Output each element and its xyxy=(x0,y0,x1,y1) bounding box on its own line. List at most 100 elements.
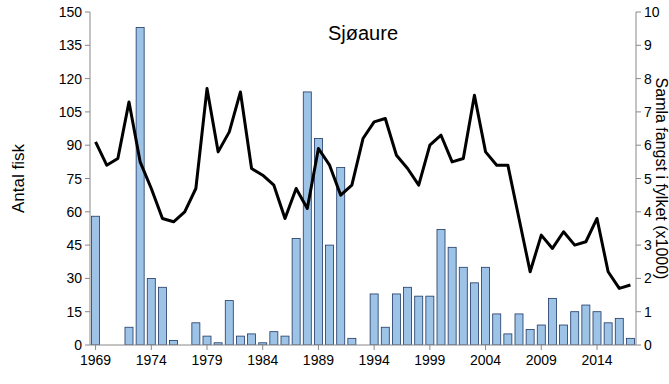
bar xyxy=(370,294,378,345)
bar xyxy=(303,92,311,345)
bar xyxy=(515,314,523,345)
line xyxy=(96,89,631,289)
x-tick-label: 1994 xyxy=(359,352,390,368)
y2-tick-label: 2 xyxy=(644,270,652,286)
bar xyxy=(248,334,256,345)
bar xyxy=(404,287,412,345)
x-tick xyxy=(262,345,263,350)
bar xyxy=(493,314,501,345)
y2-tick xyxy=(636,211,641,212)
bar xyxy=(415,296,423,345)
x-tick-label: 1974 xyxy=(136,352,167,368)
bar xyxy=(626,338,634,345)
x-tick-label: 1999 xyxy=(414,352,445,368)
bar xyxy=(392,294,400,345)
x-tick xyxy=(374,345,375,350)
y-tick xyxy=(85,211,90,212)
y-tick xyxy=(85,45,90,46)
y-tick-label: 120 xyxy=(59,71,83,87)
x-tick xyxy=(485,345,486,350)
x-tick xyxy=(597,345,598,350)
x-tick-label: 1969 xyxy=(80,352,111,368)
x-tick-label: 2004 xyxy=(470,352,501,368)
x-tick xyxy=(207,345,208,350)
bar xyxy=(526,329,534,345)
y2-tick xyxy=(636,78,641,79)
bar xyxy=(470,283,478,345)
bar xyxy=(147,278,155,345)
bar xyxy=(504,334,512,345)
bar xyxy=(582,305,590,345)
bar xyxy=(548,298,556,345)
x-axis-line xyxy=(90,345,636,346)
y-axis-label: Antal fisk xyxy=(9,144,28,213)
bar xyxy=(381,327,389,345)
bar xyxy=(125,327,133,345)
y-tick xyxy=(85,12,90,13)
y-tick xyxy=(85,311,90,312)
title: Sjøaure xyxy=(328,22,398,44)
x-tick xyxy=(151,345,152,350)
x-tick xyxy=(95,345,96,350)
y-tick-label: 45 xyxy=(66,237,82,253)
y-tick-label: 135 xyxy=(59,37,83,53)
y2-tick xyxy=(636,45,641,46)
y-tick-label: 150 xyxy=(59,4,83,20)
bar xyxy=(92,216,100,345)
bar xyxy=(537,325,545,345)
bar xyxy=(192,323,200,345)
y-tick xyxy=(85,278,90,279)
y2-tick-label: 5 xyxy=(644,171,652,187)
bar xyxy=(560,325,568,345)
bar xyxy=(615,318,623,345)
y-tick xyxy=(85,78,90,79)
y2-tick-label: 0 xyxy=(644,337,652,353)
y2-axis-label: Samla fangst i fylket (x1000) xyxy=(653,78,669,280)
y-tick-label: 105 xyxy=(59,104,83,120)
y-tick xyxy=(85,111,90,112)
y2-tick xyxy=(636,111,641,112)
y2-tick-label: 6 xyxy=(644,137,652,153)
axes: 0153045607590105120135150012345678910196… xyxy=(59,4,660,368)
bar xyxy=(203,336,211,345)
y2-tick-label: 8 xyxy=(644,71,652,87)
y2-tick-label: 9 xyxy=(644,37,652,53)
x-tick-label: 2014 xyxy=(581,352,612,368)
y2-tick xyxy=(636,145,641,146)
y-tick-label: 0 xyxy=(74,337,82,353)
y2-tick-label: 4 xyxy=(644,204,652,220)
y2-tick xyxy=(636,12,641,13)
bar xyxy=(593,312,601,345)
plot-area xyxy=(92,28,635,345)
x-tick-label: 2009 xyxy=(526,352,557,368)
y-tick xyxy=(85,145,90,146)
chart: 0153045607590105120135150012345678910196… xyxy=(0,0,669,384)
bar xyxy=(459,267,467,345)
y-tick xyxy=(85,345,90,346)
y-tick-label: 75 xyxy=(66,171,82,187)
bar xyxy=(225,301,233,345)
bar xyxy=(482,267,490,345)
y-tick-label: 15 xyxy=(66,304,82,320)
x-tick-label: 1984 xyxy=(247,352,278,368)
bar xyxy=(437,230,445,345)
y2-tick xyxy=(636,245,641,246)
x-tick-label: 1989 xyxy=(303,352,334,368)
bar xyxy=(326,245,334,345)
y-tick-label: 30 xyxy=(66,270,82,286)
bar xyxy=(158,287,166,345)
y2-tick xyxy=(636,345,641,346)
bar xyxy=(448,247,456,345)
y2-tick-label: 3 xyxy=(644,237,652,253)
y2-tick-label: 7 xyxy=(644,104,652,120)
bar xyxy=(170,341,178,345)
y2-tick xyxy=(636,278,641,279)
bar xyxy=(236,336,244,345)
x-tick xyxy=(541,345,542,350)
bar xyxy=(604,323,612,345)
y2-tick xyxy=(636,311,641,312)
bar xyxy=(136,28,144,345)
x-tick xyxy=(318,345,319,350)
bar xyxy=(292,238,300,345)
y2-tick xyxy=(636,178,641,179)
